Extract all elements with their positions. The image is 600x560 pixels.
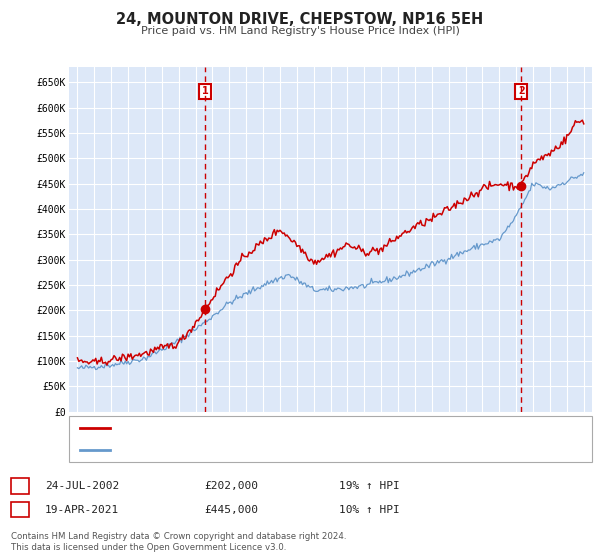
Text: 24, MOUNTON DRIVE, CHEPSTOW, NP16 5EH: 24, MOUNTON DRIVE, CHEPSTOW, NP16 5EH — [116, 12, 484, 27]
Text: Contains HM Land Registry data © Crown copyright and database right 2024.: Contains HM Land Registry data © Crown c… — [11, 532, 346, 541]
Text: This data is licensed under the Open Government Licence v3.0.: This data is licensed under the Open Gov… — [11, 543, 286, 552]
Text: £445,000: £445,000 — [204, 505, 258, 515]
Text: 10% ↑ HPI: 10% ↑ HPI — [339, 505, 400, 515]
Text: 2: 2 — [518, 86, 524, 96]
Text: 24-JUL-2002: 24-JUL-2002 — [45, 481, 119, 491]
Text: HPI: Average price, detached house, Monmouthshire: HPI: Average price, detached house, Monm… — [116, 445, 390, 455]
Text: 24, MOUNTON DRIVE, CHEPSTOW, NP16 5EH (detached house): 24, MOUNTON DRIVE, CHEPSTOW, NP16 5EH (d… — [116, 423, 444, 433]
Text: 2: 2 — [16, 505, 23, 515]
Text: £202,000: £202,000 — [204, 481, 258, 491]
Text: 1: 1 — [202, 86, 208, 96]
Text: Price paid vs. HM Land Registry's House Price Index (HPI): Price paid vs. HM Land Registry's House … — [140, 26, 460, 36]
Text: 19% ↑ HPI: 19% ↑ HPI — [339, 481, 400, 491]
Text: 19-APR-2021: 19-APR-2021 — [45, 505, 119, 515]
Text: 1: 1 — [16, 481, 23, 491]
